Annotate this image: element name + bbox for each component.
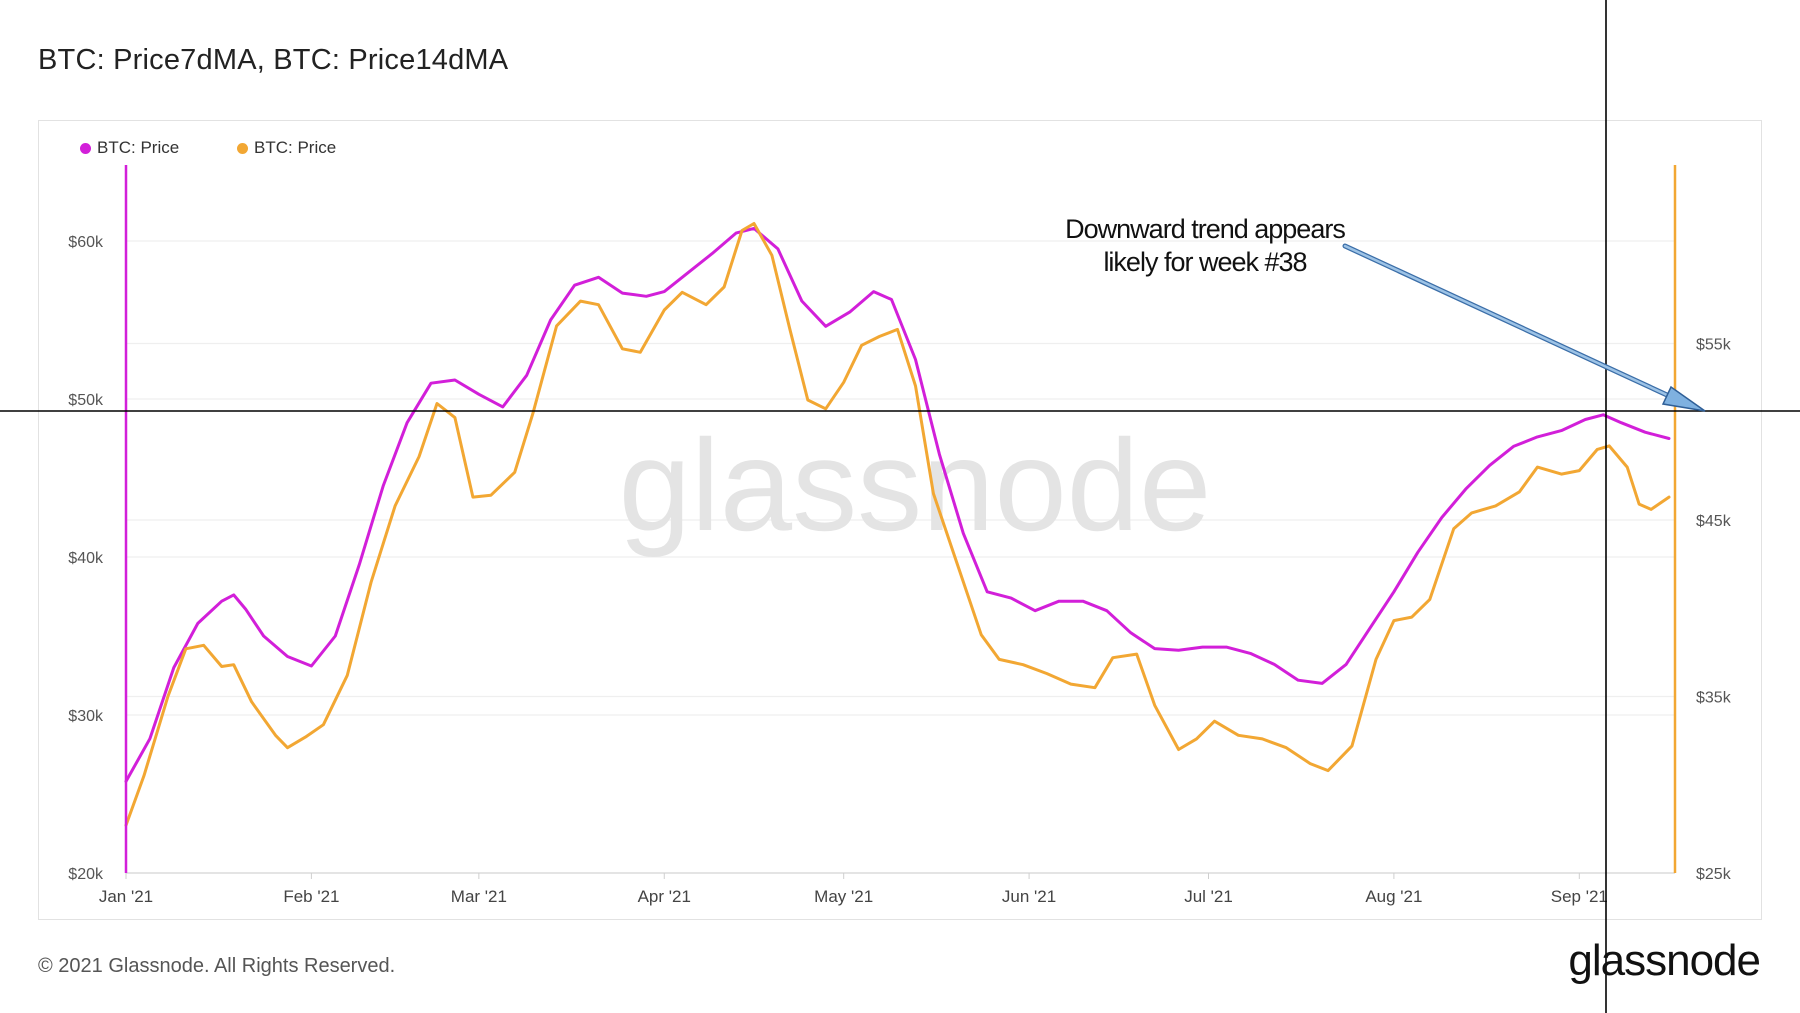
y-tick-left: $30k xyxy=(68,708,104,725)
x-tick-label: Jul '21 xyxy=(1184,887,1233,906)
legend-label-magenta: BTC: Price xyxy=(97,138,180,157)
legend-label-orange: BTC: Price xyxy=(254,138,337,157)
y-tick-left: $40k xyxy=(68,550,104,567)
legend-dot-orange xyxy=(237,142,248,154)
x-tick-label: Sep '21 xyxy=(1551,887,1608,906)
y-tick-left: $50k xyxy=(68,392,104,409)
y-tick-right: $35k xyxy=(1696,690,1732,707)
watermark-text: glassnode xyxy=(619,412,1212,558)
y-tick-right: $45k xyxy=(1696,513,1732,530)
legend-item-magenta[interactable]: BTC: Price xyxy=(80,138,179,158)
chart-title: BTC: Price7dMA, BTC: Price14dMA xyxy=(38,44,509,76)
series-layer xyxy=(124,222,1671,827)
brand-logo: glassnode xyxy=(1568,936,1761,985)
y-tick-left: $20k xyxy=(68,866,104,883)
y-tick-left: $60k xyxy=(68,234,104,251)
annotation-arrow-head xyxy=(1661,385,1706,412)
annotation-arrow-shaft xyxy=(1343,244,1682,403)
legend-dot-magenta xyxy=(80,142,91,154)
y-tick-right: $25k xyxy=(1696,866,1732,883)
x-tick-label: Feb '21 xyxy=(283,887,339,906)
legend-item-orange[interactable]: BTC: Price xyxy=(237,138,336,158)
series-line-1 xyxy=(124,222,1671,827)
x-tick-label: Jun '21 xyxy=(1002,887,1056,906)
x-tick-label: Aug '21 xyxy=(1365,887,1422,906)
x-tick-label: Mar '21 xyxy=(451,887,507,906)
annotation-line-2: likely for week #38 xyxy=(1103,247,1306,277)
x-tick-label: May '21 xyxy=(814,887,873,906)
annotation-line-1: Downward trend appears xyxy=(1065,214,1345,244)
x-tick-label: Jan '21 xyxy=(99,887,153,906)
axis-layer: $20k $30k $40k $50k $60k $25k $35k $45k $55k Jan … xyxy=(68,234,1731,906)
y-tick-right: $55k xyxy=(1696,337,1732,354)
x-tick-label: Apr '21 xyxy=(638,887,691,906)
series-line-0 xyxy=(124,226,1671,783)
copyright-text: © 2021 Glassnode. All Rights Reserved. xyxy=(38,955,396,977)
chart-frame xyxy=(38,120,1762,920)
